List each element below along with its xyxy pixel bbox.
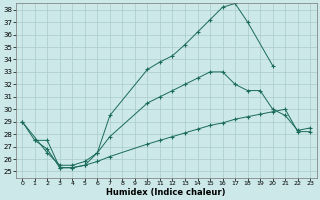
X-axis label: Humidex (Indice chaleur): Humidex (Indice chaleur) — [107, 188, 226, 197]
